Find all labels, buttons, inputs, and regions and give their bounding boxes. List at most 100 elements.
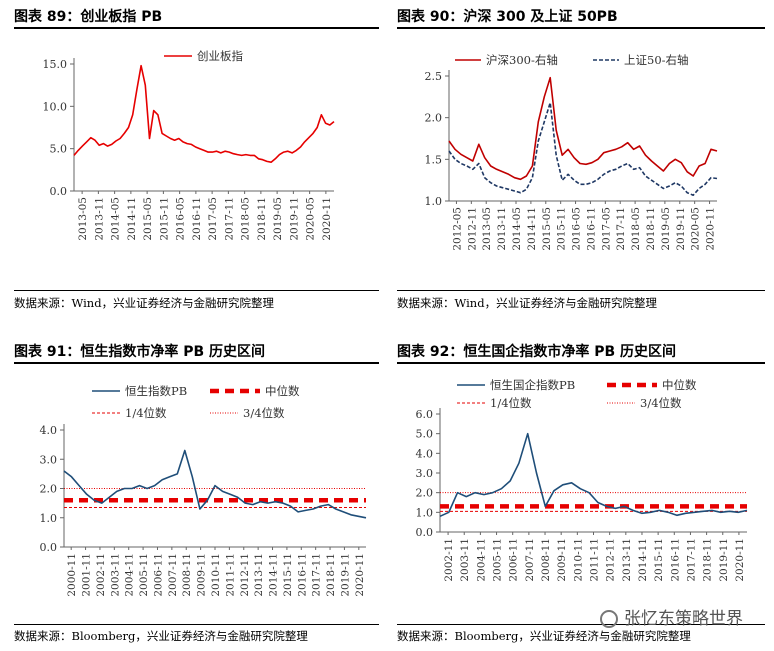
series-line-沪深300-右轴 <box>448 76 718 181</box>
y-tick-label: 6.0 <box>416 408 434 421</box>
y-tick-label: 0.0 <box>50 185 68 198</box>
x-tick-label: 2003-11 <box>109 553 121 597</box>
x-tick-label: 2014-11 <box>526 207 538 251</box>
chart-89: 0.0 5.0 10.0 15.0 2013-05 2013-11 2014-05 2014-… <box>43 49 335 241</box>
chart-91-title: 图表 91：恒生指数市净率 PB 历史区间 <box>14 344 266 360</box>
x-tick-label: 2002-11 <box>443 538 455 582</box>
chart-91: 0.0 1.0 2.0 3.0 4.0 2000-11 2001-11 2002-11 2003… <box>40 384 367 597</box>
legend-label: 创业板指 <box>197 49 243 63</box>
x-tick-label: 2009-11 <box>196 553 208 597</box>
x-tick-label: 2019-05 <box>660 207 672 251</box>
x-tick-label: 2016-11 <box>191 197 203 241</box>
chart-91-top-rule <box>14 362 379 364</box>
x-tick-label: 2004-11 <box>124 553 136 597</box>
x-tick-label: 2015-05 <box>142 197 154 241</box>
chart-89-top-rule <box>14 27 379 29</box>
x-tick-label: 2016-11 <box>669 538 681 582</box>
y-tick-label: 1.0 <box>40 512 58 525</box>
legend-label: 中位数 <box>265 384 300 398</box>
legend-label: 中位数 <box>662 378 697 392</box>
chart-90-title: 图表 90：沪深 300 及上证 50PB <box>397 9 618 25</box>
x-tick-label: 2014-11 <box>268 553 280 597</box>
x-tick-label: 2005-11 <box>138 553 150 597</box>
x-tick-label: 2015-11 <box>556 207 568 251</box>
legend-label: 沪深300-右轴 <box>486 53 558 67</box>
chart-89-source: 数据来源：Wind，兴业证券经济与金融研究院整理 <box>14 296 275 310</box>
x-tick-label: 2013-11 <box>93 197 105 241</box>
series-line-恒生指数PB <box>63 449 367 519</box>
x-tick-label: 2012-11 <box>466 207 478 251</box>
legend-label: 3/4位数 <box>640 396 682 410</box>
x-tick-label: 2008-11 <box>181 553 193 597</box>
chart-92-source: 数据来源：Bloomberg，兴业证券经济与金融研究院整理 <box>397 629 691 643</box>
chart-90-top-rule <box>397 27 765 29</box>
legend-label: 1/4位数 <box>125 406 167 420</box>
x-tick-label: 2002-11 <box>95 553 107 597</box>
x-tick-label: 2020-11 <box>354 553 366 597</box>
x-tick-label: 2018-11 <box>256 197 268 241</box>
x-tick-label: 2004-11 <box>475 538 487 582</box>
y-tick-label: 2.5 <box>425 70 443 83</box>
x-tick-label: 2020-11 <box>734 538 746 582</box>
x-tick-label: 2005-11 <box>492 538 504 582</box>
legend-label: 1/4位数 <box>490 396 532 410</box>
y-tick-label: 4.0 <box>40 424 58 437</box>
x-tick-label: 2011-11 <box>224 553 236 597</box>
x-tick-label: 2006-11 <box>152 553 164 597</box>
legend-label: 恒生指数PB <box>125 384 187 398</box>
x-tick-label: 2012-11 <box>239 553 251 597</box>
legend-label: 恒生国企指数PB <box>490 378 575 392</box>
x-tick-label: 2006-11 <box>508 538 520 582</box>
x-tick-label: 2007-11 <box>524 538 536 582</box>
chart-90-bottom-rule <box>397 290 765 291</box>
x-tick-label: 2018-05 <box>240 197 252 241</box>
x-tick-label: 2019-05 <box>272 197 284 241</box>
y-tick-label: 3.0 <box>416 467 434 480</box>
watermark-text: 张忆东策略世界 <box>624 609 743 629</box>
chart-90: 1.0 1.5 2.0 2.5 2012-05 2012-11 2013-05 2013-11… <box>425 53 718 251</box>
x-tick-label: 2015-11 <box>653 538 665 582</box>
chart-89-title: 图表 89：创业板指 PB <box>14 9 163 25</box>
chart-90-source: 数据来源：Wind，兴业证券经济与金融研究院整理 <box>397 296 658 310</box>
y-tick-label: 1.5 <box>425 153 443 166</box>
x-tick-label: 2020-05 <box>690 207 702 251</box>
x-tick-label: 2011-11 <box>589 538 601 582</box>
x-tick-label: 2019-11 <box>288 197 300 241</box>
y-tick-label: 5.0 <box>50 143 68 156</box>
x-tick-label: 2020-05 <box>305 197 317 241</box>
x-tick-label: 2019-11 <box>718 538 730 582</box>
x-tick-label: 2013-11 <box>253 553 265 597</box>
y-tick-label: 1.0 <box>416 506 434 519</box>
y-tick-label: 1.0 <box>425 195 443 208</box>
x-tick-label: 2017-05 <box>600 207 612 251</box>
series-line-创业板指 <box>73 64 335 163</box>
x-tick-label: 2014-05 <box>511 207 523 251</box>
y-tick-label: 15.0 <box>43 58 68 71</box>
x-tick-label: 2001-11 <box>81 553 93 597</box>
x-tick-label: 2013-05 <box>77 197 89 241</box>
x-tick-label: 2018-05 <box>630 207 642 251</box>
y-tick-label: 0.0 <box>416 526 434 539</box>
x-tick-label: 2020-11 <box>321 197 333 241</box>
x-tick-label: 2019-11 <box>339 553 351 597</box>
wechat-icon <box>600 610 618 628</box>
x-tick-label: 2013-05 <box>481 207 493 251</box>
y-tick-label: 5.0 <box>416 428 434 441</box>
x-tick-label: 2016-11 <box>296 553 308 597</box>
y-tick-label: 2.0 <box>416 487 434 500</box>
x-tick-label: 2013-11 <box>496 207 508 251</box>
y-tick-label: 0.0 <box>40 541 58 554</box>
x-tick-label: 2018-11 <box>702 538 714 582</box>
x-tick-label: 2015-11 <box>282 553 294 597</box>
x-tick-label: 2017-11 <box>615 207 627 251</box>
series-line-恒生国企指数PB <box>439 432 748 518</box>
legend-label: 3/4位数 <box>243 406 285 420</box>
x-tick-label: 2017-05 <box>207 197 219 241</box>
x-tick-label: 2010-11 <box>210 553 222 597</box>
chart-92-title: 图表 92：恒生国企指数市净率 PB 历史区间 <box>397 344 677 360</box>
x-tick-label: 2015-11 <box>158 197 170 241</box>
x-tick-label: 2008-11 <box>540 538 552 582</box>
x-tick-label: 2000-11 <box>66 553 78 597</box>
watermark: 张忆东策略世界 <box>600 604 743 629</box>
x-tick-label: 2014-11 <box>126 197 138 241</box>
